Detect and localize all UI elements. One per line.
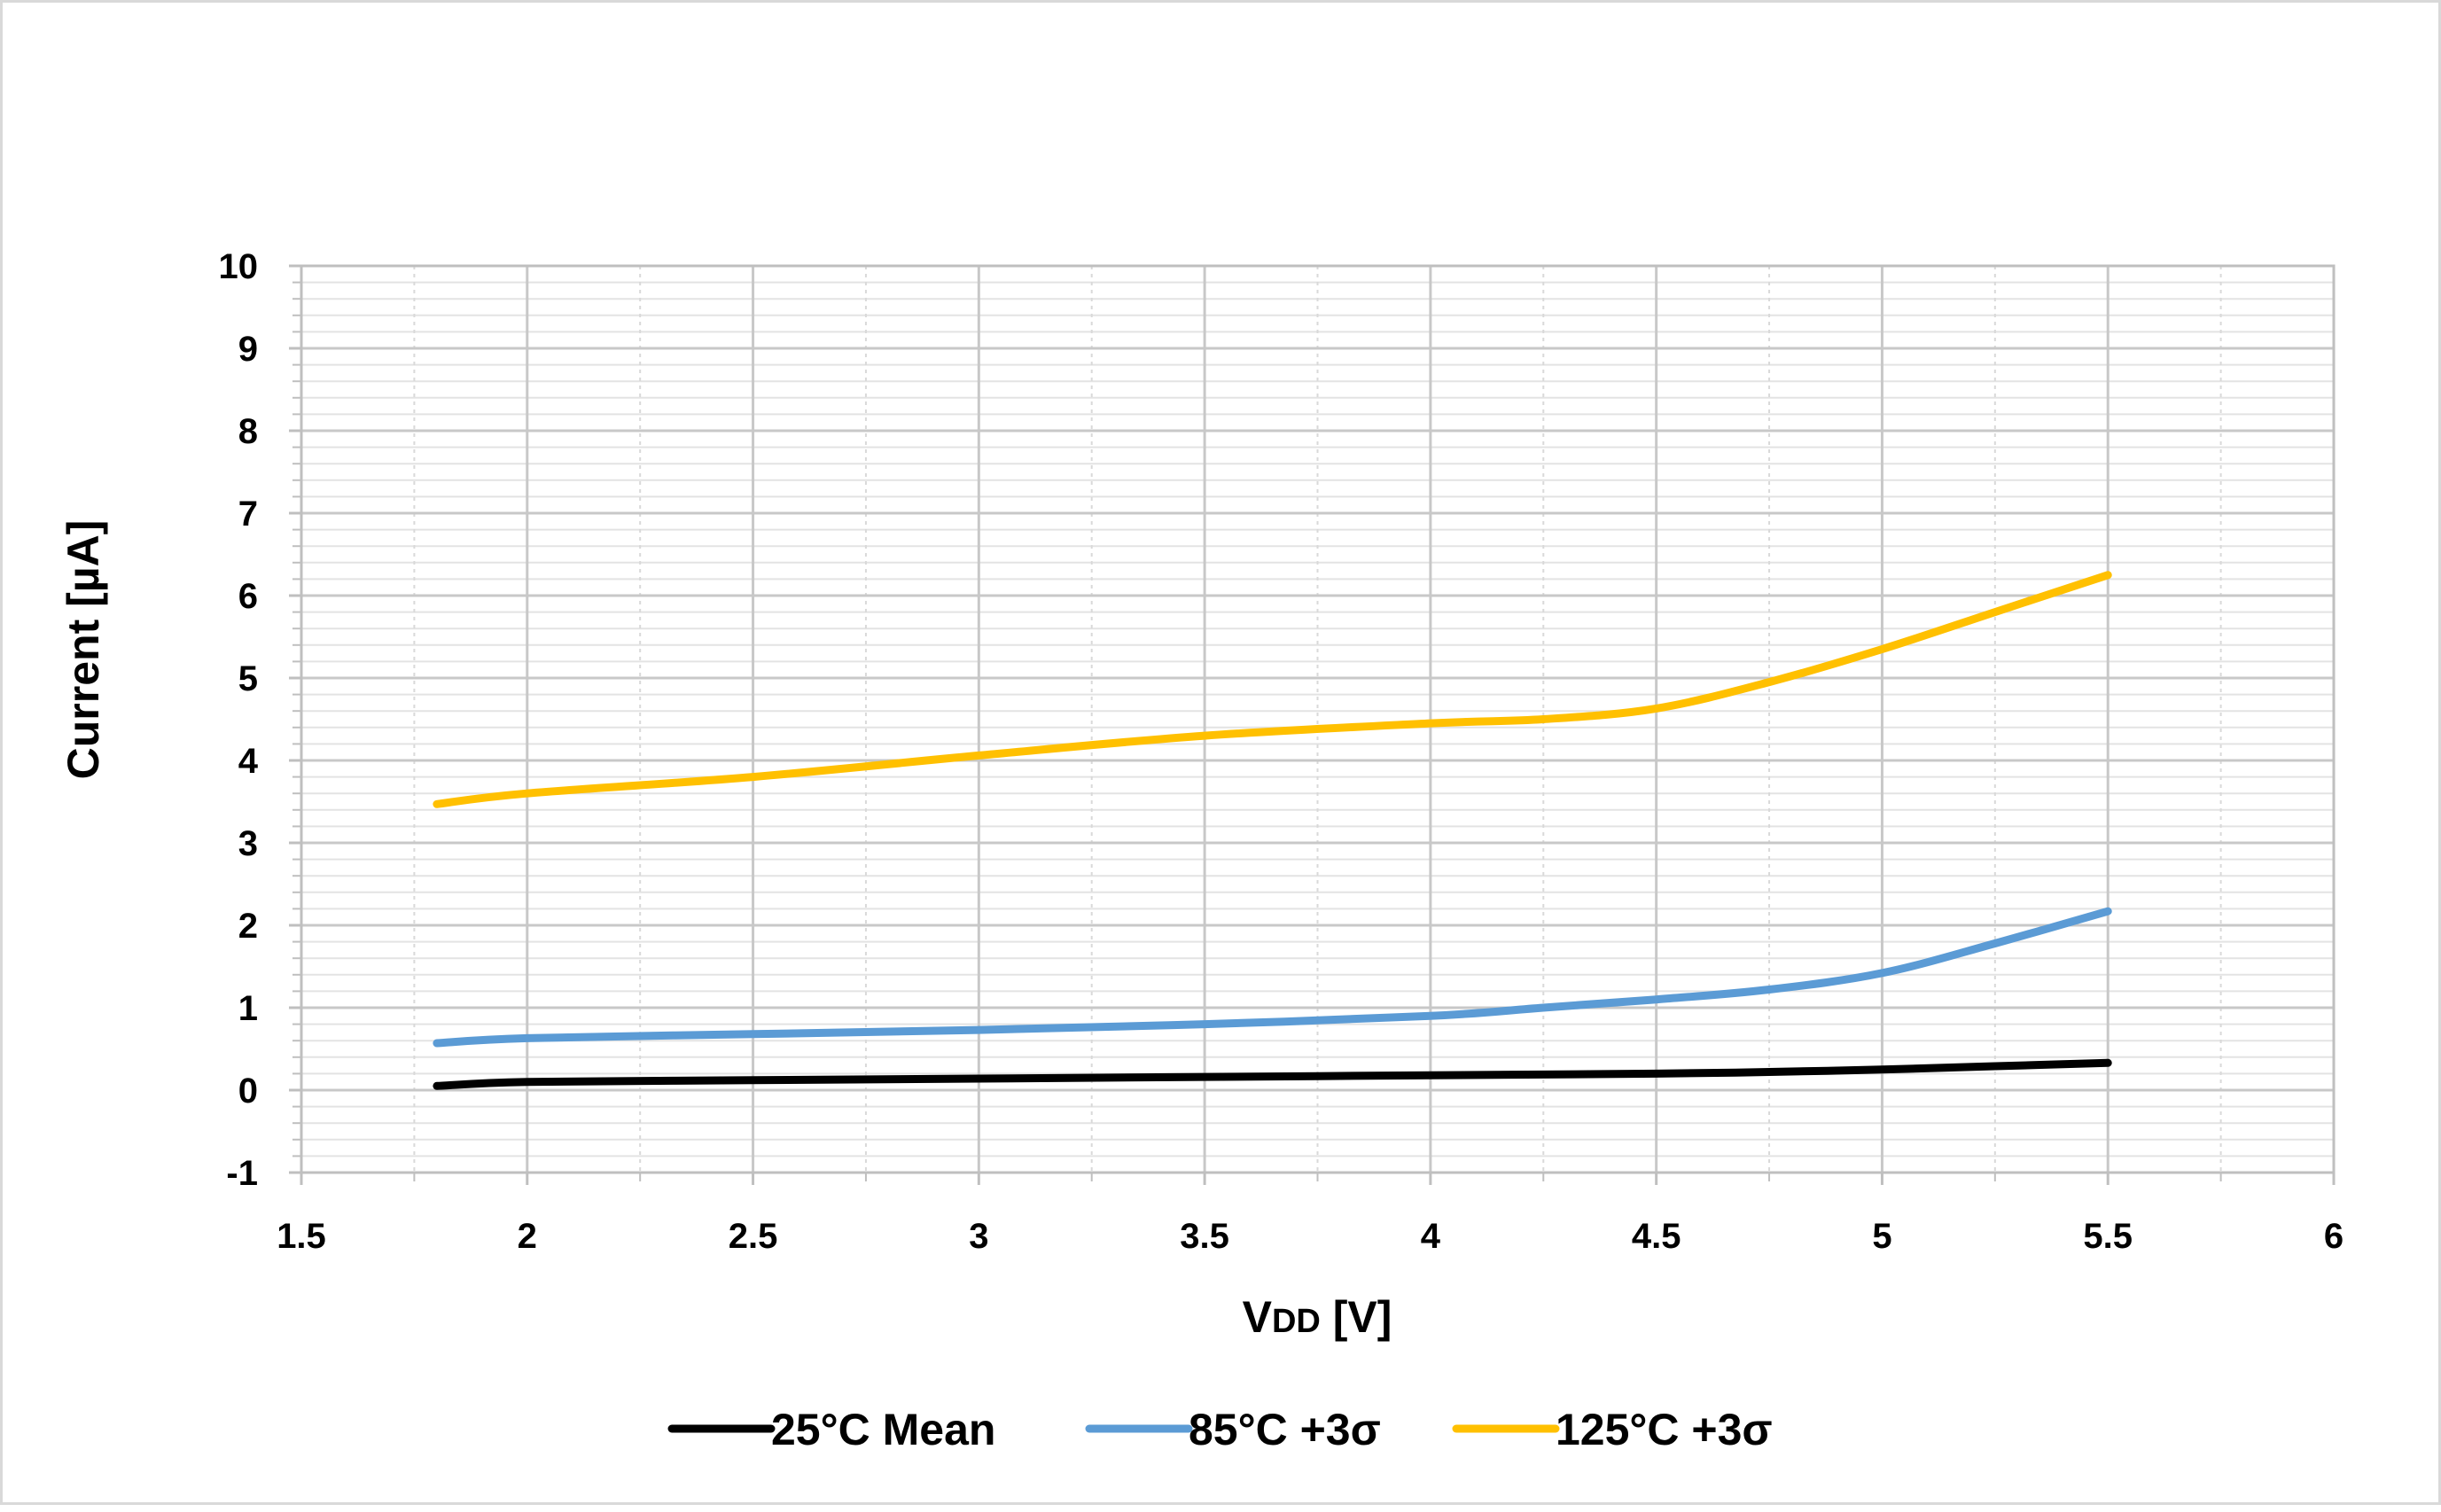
series-lines [433, 571, 2112, 1090]
x-tick-label: 1.5 [277, 1217, 326, 1256]
x-axis-title-main: V [1243, 1292, 1273, 1342]
x-tick-label: 5 [1872, 1217, 1891, 1256]
series-line-85c-3sigma [433, 907, 2112, 1048]
y-tick-label: 2 [238, 907, 258, 946]
legend: 25°C Mean 85°C +3σ 125°C +3σ [667, 1405, 1773, 1454]
y-tick-label: 1 [238, 989, 258, 1028]
x-tick-label: 6 [2324, 1217, 2344, 1256]
y-tick-label: 4 [238, 742, 259, 781]
legend-label-125c-3sigma: 125°C +3σ [1556, 1405, 1773, 1454]
legend-item-125c-3sigma: 125°C +3σ [1452, 1405, 1773, 1454]
y-tick-label: -1 [226, 1154, 258, 1193]
legend-label-85c-3sigma: 85°C +3σ [1189, 1405, 1381, 1454]
x-tick-label: 3 [969, 1217, 988, 1256]
y-tick-label: 6 [238, 577, 258, 616]
legend-item-25c-mean: 25°C Mean [667, 1405, 995, 1454]
x-tick-label: 4 [1421, 1217, 1441, 1256]
axis-tick-marks [289, 264, 2336, 1185]
series-line-25c-mean [433, 1058, 2112, 1090]
x-tick-label: 4.5 [1632, 1217, 1681, 1256]
x-axis-title: VDD [V] [1243, 1292, 1392, 1342]
x-tick-label: 3.5 [1180, 1217, 1229, 1256]
y-tick-label: 7 [238, 495, 258, 534]
y-tick-label: 8 [238, 412, 258, 451]
y-axis-title: Current [µA] [58, 520, 108, 780]
y-axis-tick-labels: -1 0 1 2 3 4 5 6 7 8 9 10 [219, 247, 259, 1193]
legend-label-25c-mean: 25°C Mean [771, 1405, 995, 1454]
x-axis-title-subscript: DD [1272, 1303, 1321, 1340]
line-chart: -1 0 1 2 3 4 5 6 7 8 9 10 1.5 2 2.5 3 3.5 4 4.5 5 5.5 6 Curr… [58, 247, 2344, 1454]
x-tick-label: 2 [518, 1217, 537, 1256]
series-line-125c-3sigma [433, 571, 2112, 808]
x-tick-label: 2.5 [729, 1217, 778, 1256]
y-tick-label: 10 [219, 247, 259, 286]
x-axis-title-unit: [V] [1321, 1292, 1392, 1342]
y-tick-label: 3 [238, 824, 258, 863]
y-tick-label: 5 [238, 659, 258, 698]
x-tick-label: 5.5 [2083, 1217, 2133, 1256]
y-tick-label: 9 [238, 330, 258, 369]
legend-item-85c-3sigma: 85°C +3σ [1085, 1405, 1381, 1454]
y-tick-label: 0 [238, 1072, 258, 1111]
x-axis-tick-labels: 1.5 2 2.5 3 3.5 4 4.5 5 5.5 6 [277, 1217, 2344, 1256]
